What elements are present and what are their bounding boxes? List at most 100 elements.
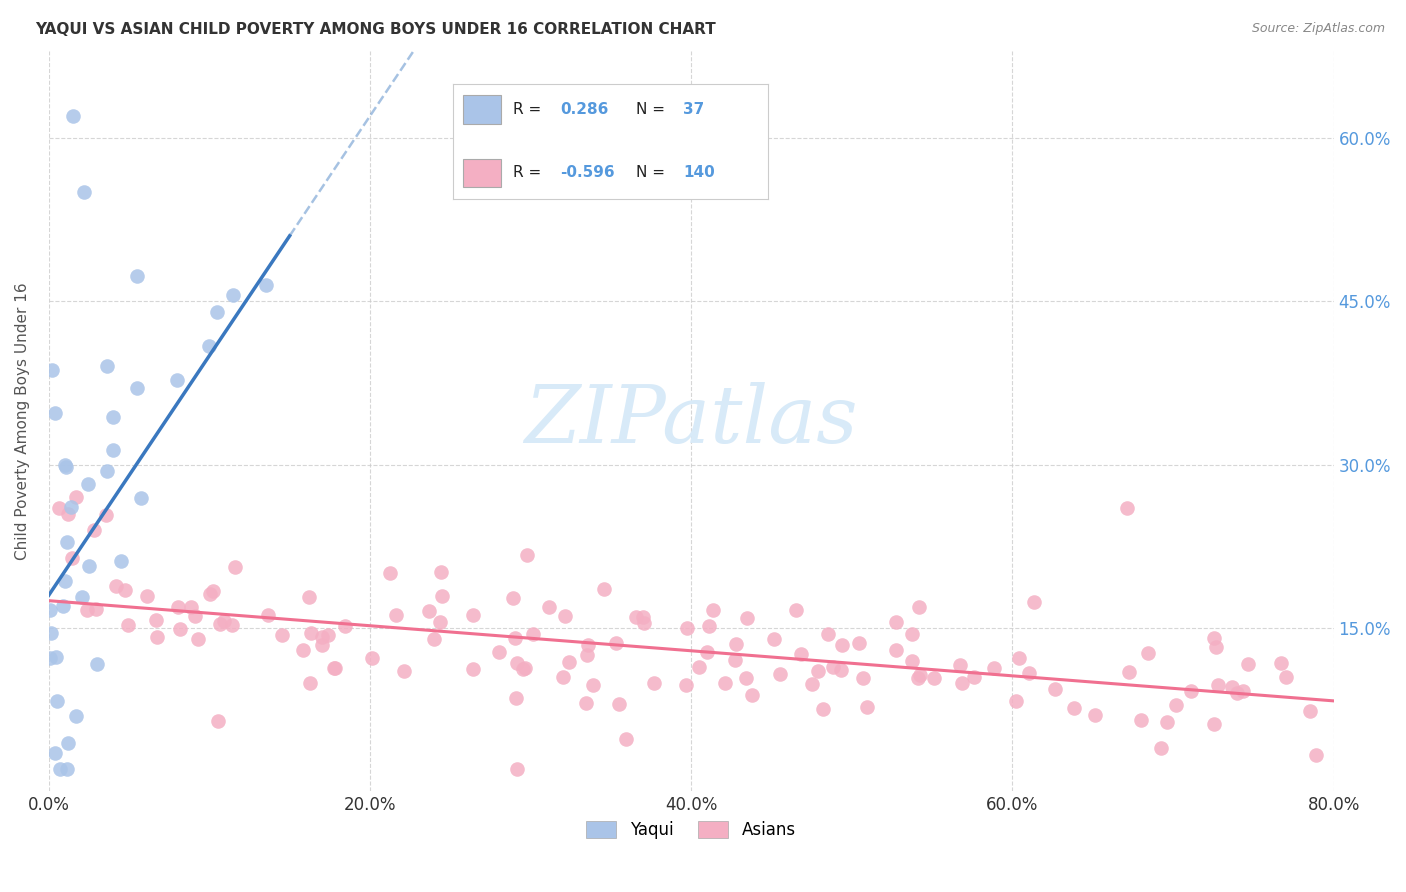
Point [554, 609, 576, 624]
Point [311, 639, 333, 653]
Point [949, 657, 972, 672]
Point [212, 614, 235, 628]
Point [202, 584, 225, 599]
Point [76, 603, 98, 617]
Point [575, 648, 598, 662]
Point [675, 621, 697, 635]
Point [55, 458, 77, 473]
Point [1022, 595, 1045, 609]
Point [96, 465, 118, 479]
Point [643, 676, 665, 690]
Point [55, 460, 77, 475]
Point [207, 714, 229, 729]
Point [222, 288, 245, 302]
Point [96, 508, 118, 523]
Point [506, 762, 529, 776]
Point [180, 599, 202, 614]
Point [333, 618, 356, 632]
Text: ZIPatlas: ZIPatlas [524, 383, 858, 459]
Point [127, 268, 149, 283]
Point [432, 590, 454, 604]
Point [702, 602, 724, 616]
Point [39, 650, 62, 665]
Point [488, 645, 510, 659]
Point [461, 661, 484, 675]
Point [505, 690, 527, 705]
Point [146, 630, 169, 644]
Point [254, 277, 277, 292]
Point [734, 671, 756, 685]
Point [1156, 714, 1178, 729]
Point [522, 627, 544, 641]
Point [908, 667, 931, 681]
Point [1274, 670, 1296, 684]
Point [323, 661, 346, 675]
Point [696, 645, 718, 659]
Point [513, 661, 536, 675]
Point [983, 660, 1005, 674]
Point [741, 688, 763, 702]
Point [901, 627, 924, 641]
Point [582, 677, 605, 691]
Point [1270, 656, 1292, 670]
Point [311, 630, 333, 644]
Point [167, 600, 190, 615]
Point [830, 663, 852, 677]
Point [103, 409, 125, 424]
Point [198, 339, 221, 353]
Point [104, 579, 127, 593]
Point [360, 651, 382, 665]
Point [77, 477, 100, 491]
Point [624, 610, 647, 624]
Point [198, 586, 221, 600]
Point [763, 632, 786, 647]
Point [1063, 701, 1085, 715]
Point [1004, 694, 1026, 708]
Point [73, 186, 96, 200]
Y-axis label: Child Poverty Among Boys Under 16: Child Poverty Among Boys Under 16 [15, 282, 30, 560]
Point [506, 656, 529, 670]
Point [735, 611, 758, 625]
Point [166, 373, 188, 387]
Point [45, 694, 67, 708]
Point [852, 672, 875, 686]
Point [1226, 686, 1249, 700]
Point [551, 670, 574, 684]
Point [384, 607, 406, 622]
Point [423, 632, 446, 647]
Point [769, 666, 792, 681]
Point [1166, 698, 1188, 712]
Point [56, 736, 79, 750]
Point [299, 626, 322, 640]
Point [688, 660, 710, 674]
Point [1118, 665, 1140, 680]
Point [77, 558, 100, 573]
Point [714, 675, 737, 690]
Point [675, 678, 697, 692]
Point [65, 490, 87, 504]
Point [56, 763, 79, 777]
Point [1130, 713, 1153, 727]
Point [789, 647, 811, 661]
Point [1084, 707, 1107, 722]
Point [52, 599, 75, 613]
Point [856, 700, 879, 714]
Point [114, 582, 136, 597]
Point [418, 604, 440, 618]
Point [44, 407, 66, 421]
Point [616, 732, 638, 747]
Point [59, 500, 82, 514]
Point [817, 626, 839, 640]
Point [271, 628, 294, 642]
Point [129, 491, 152, 505]
Point [502, 591, 524, 605]
Point [1305, 747, 1327, 762]
Point [48, 501, 70, 516]
Point [96, 359, 118, 373]
Point [45, 649, 67, 664]
Point [55, 535, 77, 549]
Point [831, 638, 853, 652]
Point [127, 381, 149, 395]
Point [1220, 680, 1243, 694]
Point [65, 709, 87, 723]
